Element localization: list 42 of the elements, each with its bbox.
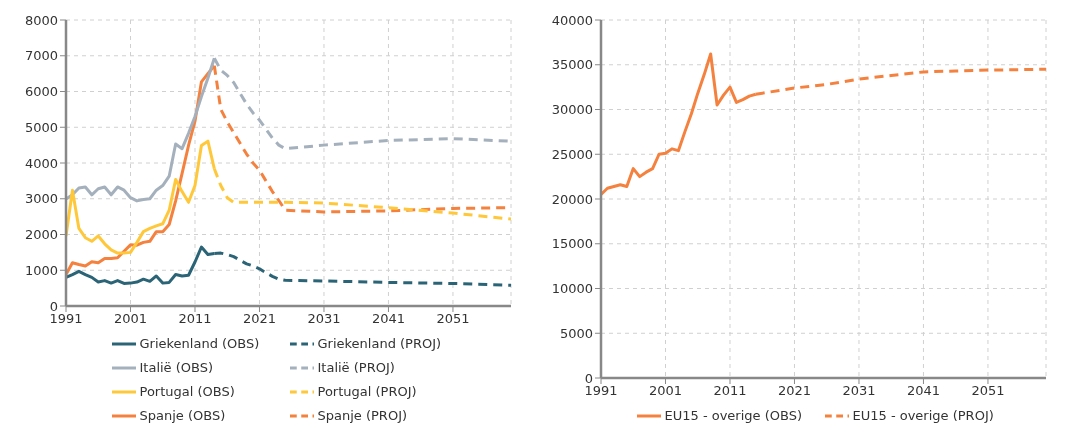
x-tick-label: 2041: [371, 311, 406, 327]
y-tick-label: 20000: [551, 191, 593, 207]
legend-label: Spanje (OBS): [139, 406, 227, 425]
legend-label: Griekenland (OBS): [139, 334, 261, 353]
x-tick-label: 2001: [113, 311, 148, 327]
x-tick-label: 2031: [307, 311, 341, 327]
legend-label: Spanje (PROJ): [317, 406, 409, 425]
y-tick-label: 7000: [24, 48, 58, 64]
legend-label: EU15 - overige (PROJ): [852, 406, 995, 425]
y-tick-label: 2000: [24, 227, 58, 243]
y-tick-label: 15000: [551, 236, 593, 252]
y-tick-label: 5000: [24, 119, 58, 135]
legend-label: Italië (OBS): [139, 358, 215, 377]
x-tick-label: 2021: [777, 383, 812, 399]
y-tick-label: 4000: [24, 155, 58, 171]
x-tick-label: 2011: [713, 383, 747, 399]
x-tick-label: 2011: [178, 311, 212, 327]
y-tick-label: 25000: [551, 146, 593, 162]
legend-label: Italië (PROJ): [317, 358, 396, 377]
x-tick-label: 2001: [648, 383, 683, 399]
y-tick-label: 0: [584, 370, 593, 386]
y-tick-label: 40000: [551, 12, 593, 28]
legend-label: Portugal (OBS): [139, 382, 236, 401]
y-tick-label: 6000: [24, 84, 58, 100]
y-tick-label: 8000: [24, 12, 58, 28]
x-tick-label: 1991: [584, 383, 618, 399]
x-tick-label: 2031: [842, 383, 876, 399]
y-tick-label: 35000: [551, 57, 593, 73]
y-tick-label: 1000: [24, 262, 58, 278]
x-tick-label: 2051: [436, 311, 470, 327]
y-tick-label: 3000: [24, 191, 58, 207]
y-tick-label: 5000: [559, 325, 593, 341]
legend-label: Griekenland (PROJ): [317, 334, 443, 353]
x-tick-label: 2051: [971, 383, 1005, 399]
x-tick-label: 2041: [906, 383, 941, 399]
y-tick-label: 30000: [551, 102, 593, 118]
y-tick-label: 0: [49, 298, 58, 314]
legend-label: EU15 - overige (OBS): [664, 406, 804, 425]
x-tick-label: 2021: [242, 311, 277, 327]
x-tick-label: 1991: [49, 311, 83, 327]
legend-label: Portugal (PROJ): [317, 382, 418, 401]
y-tick-label: 10000: [551, 281, 593, 297]
